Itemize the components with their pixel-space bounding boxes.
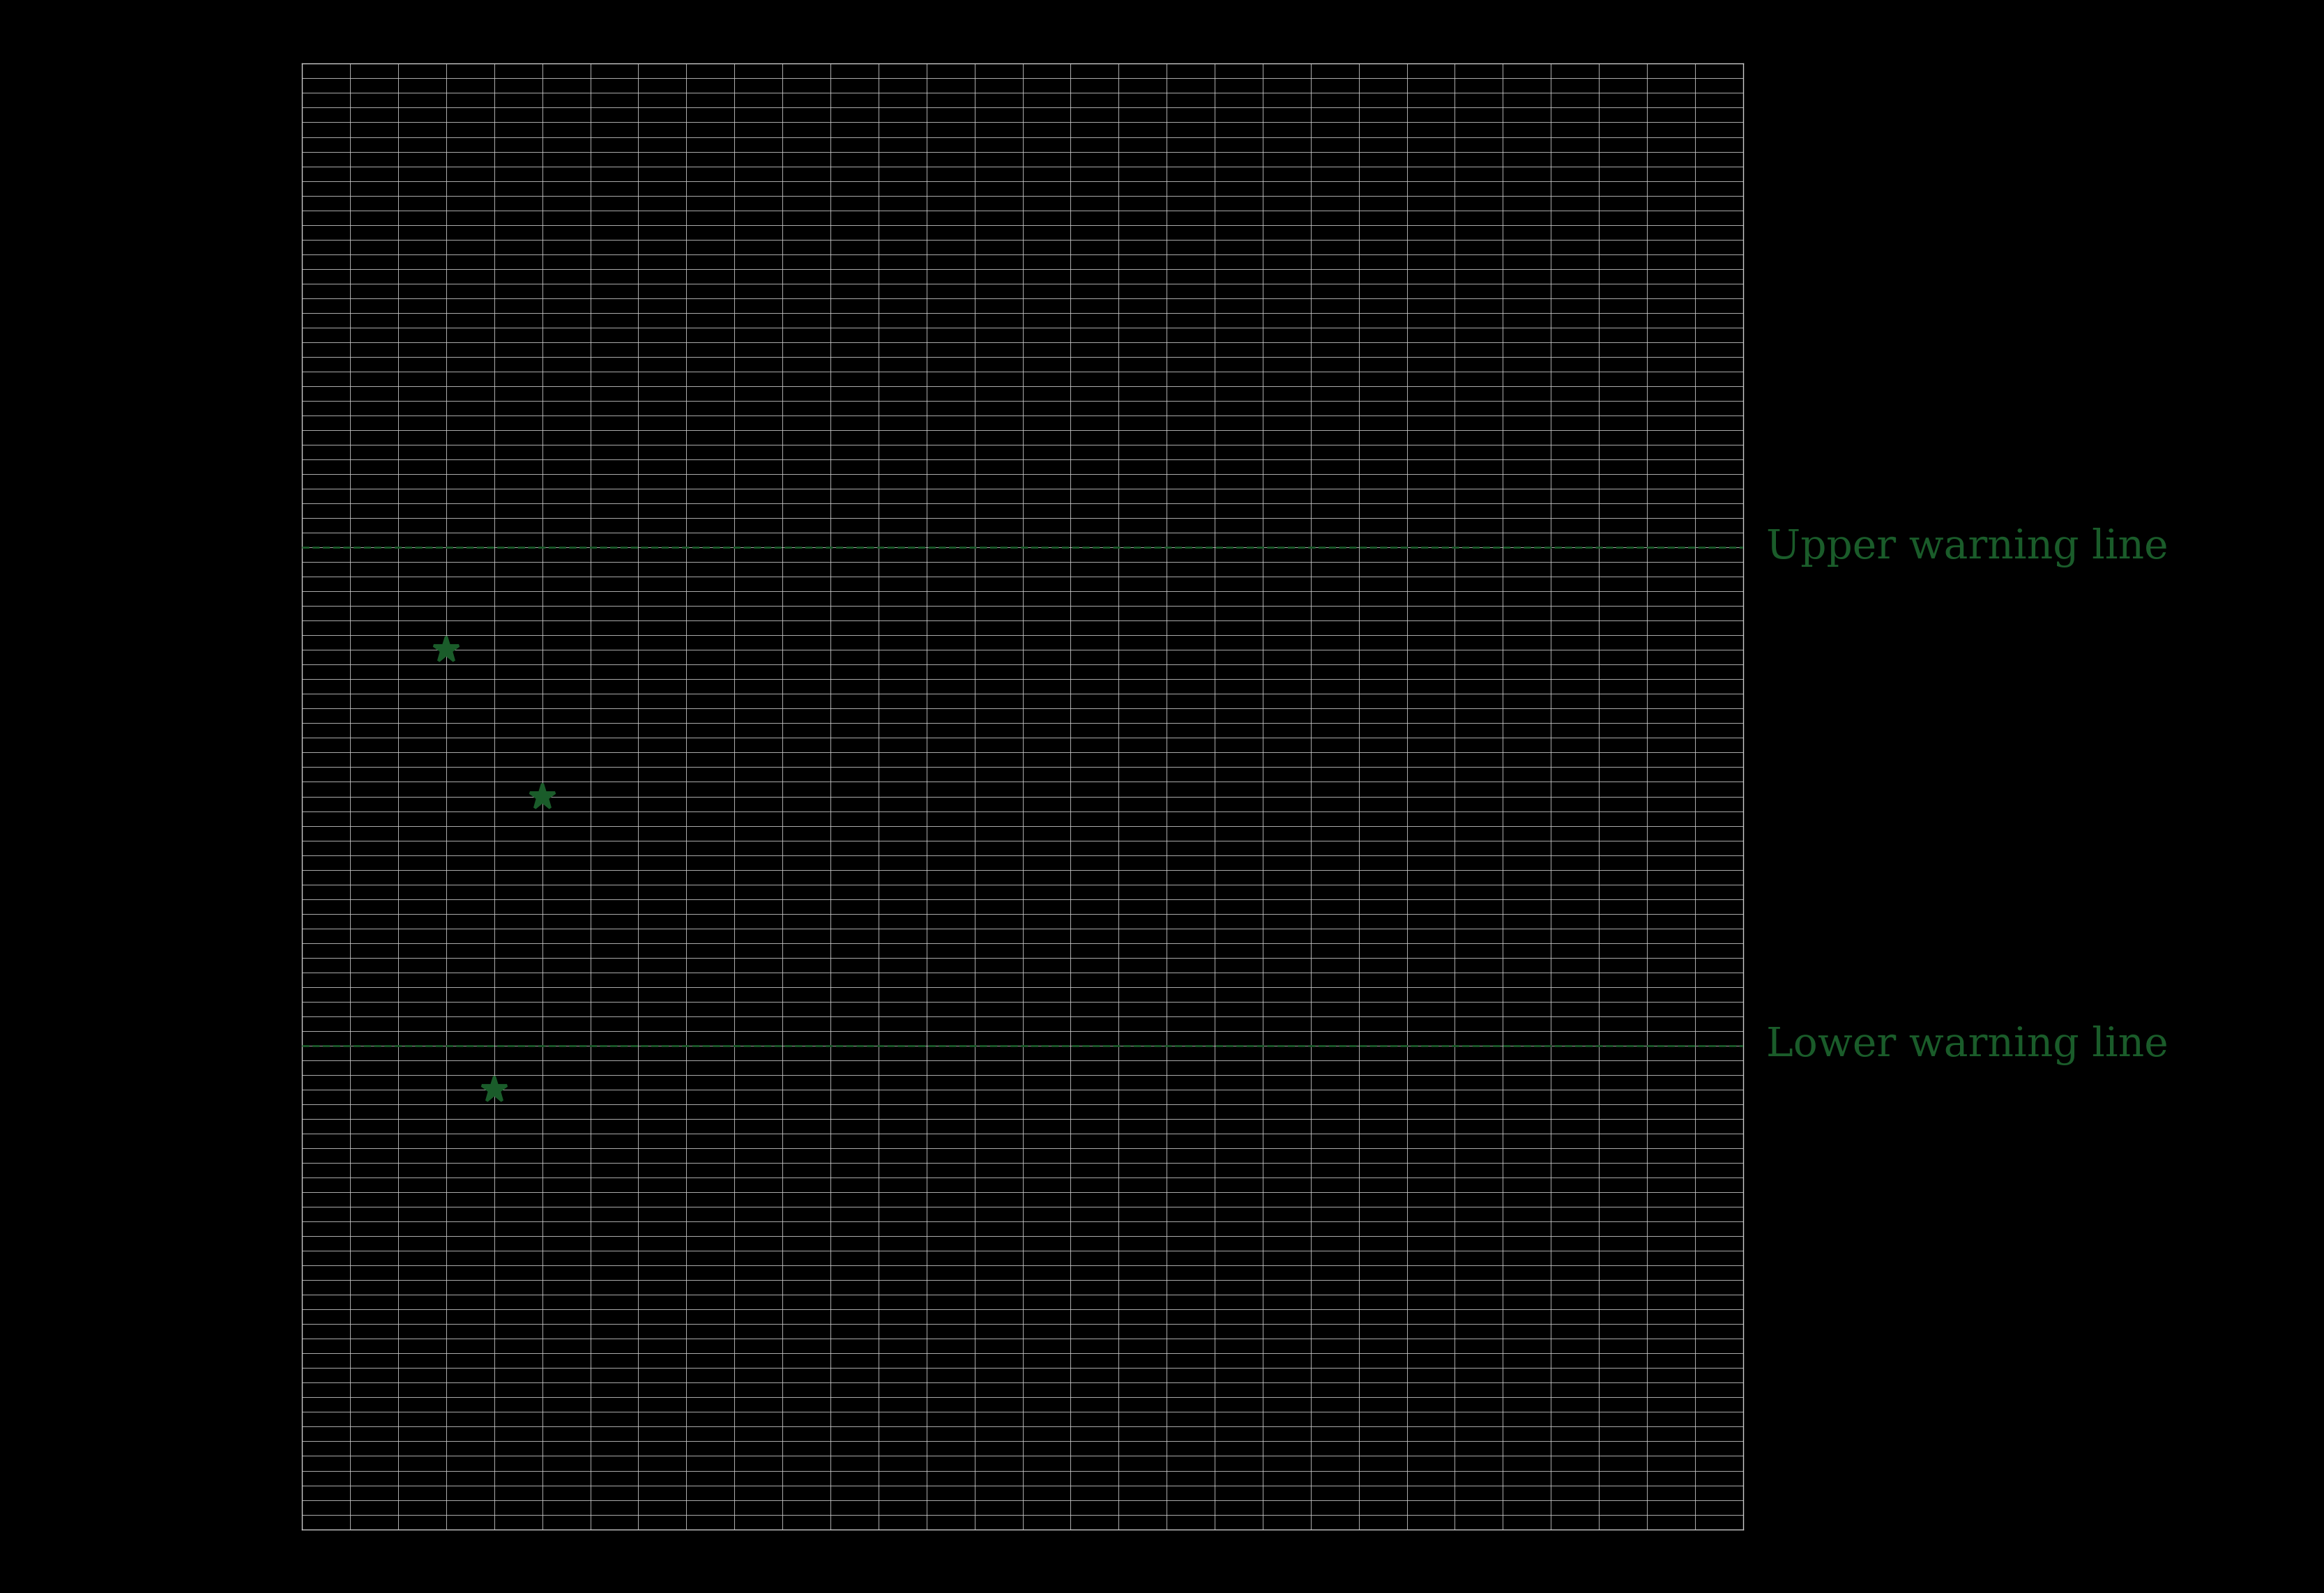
Text: Upper warning line: Upper warning line <box>1766 527 2168 567</box>
Text: Lower warning line: Lower warning line <box>1766 1026 2168 1066</box>
